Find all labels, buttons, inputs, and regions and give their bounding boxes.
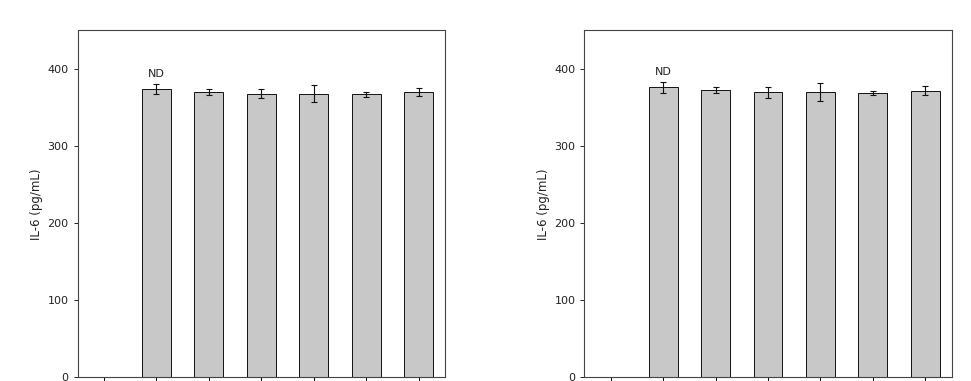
Bar <box>142 89 171 377</box>
Bar <box>194 92 223 377</box>
Bar <box>806 92 835 377</box>
Bar <box>247 94 276 377</box>
Bar <box>753 92 783 377</box>
Bar <box>299 94 328 377</box>
Bar <box>352 94 381 377</box>
Bar <box>911 91 940 377</box>
Y-axis label: IL-6 (pg/mL): IL-6 (pg/mL) <box>537 168 551 240</box>
Text: ND: ND <box>654 67 672 77</box>
Bar <box>404 92 433 377</box>
Bar <box>701 90 730 377</box>
Y-axis label: IL-6 (pg/mL): IL-6 (pg/mL) <box>30 168 44 240</box>
Bar <box>858 93 887 377</box>
Text: ND: ND <box>148 69 165 79</box>
Bar <box>649 88 678 377</box>
